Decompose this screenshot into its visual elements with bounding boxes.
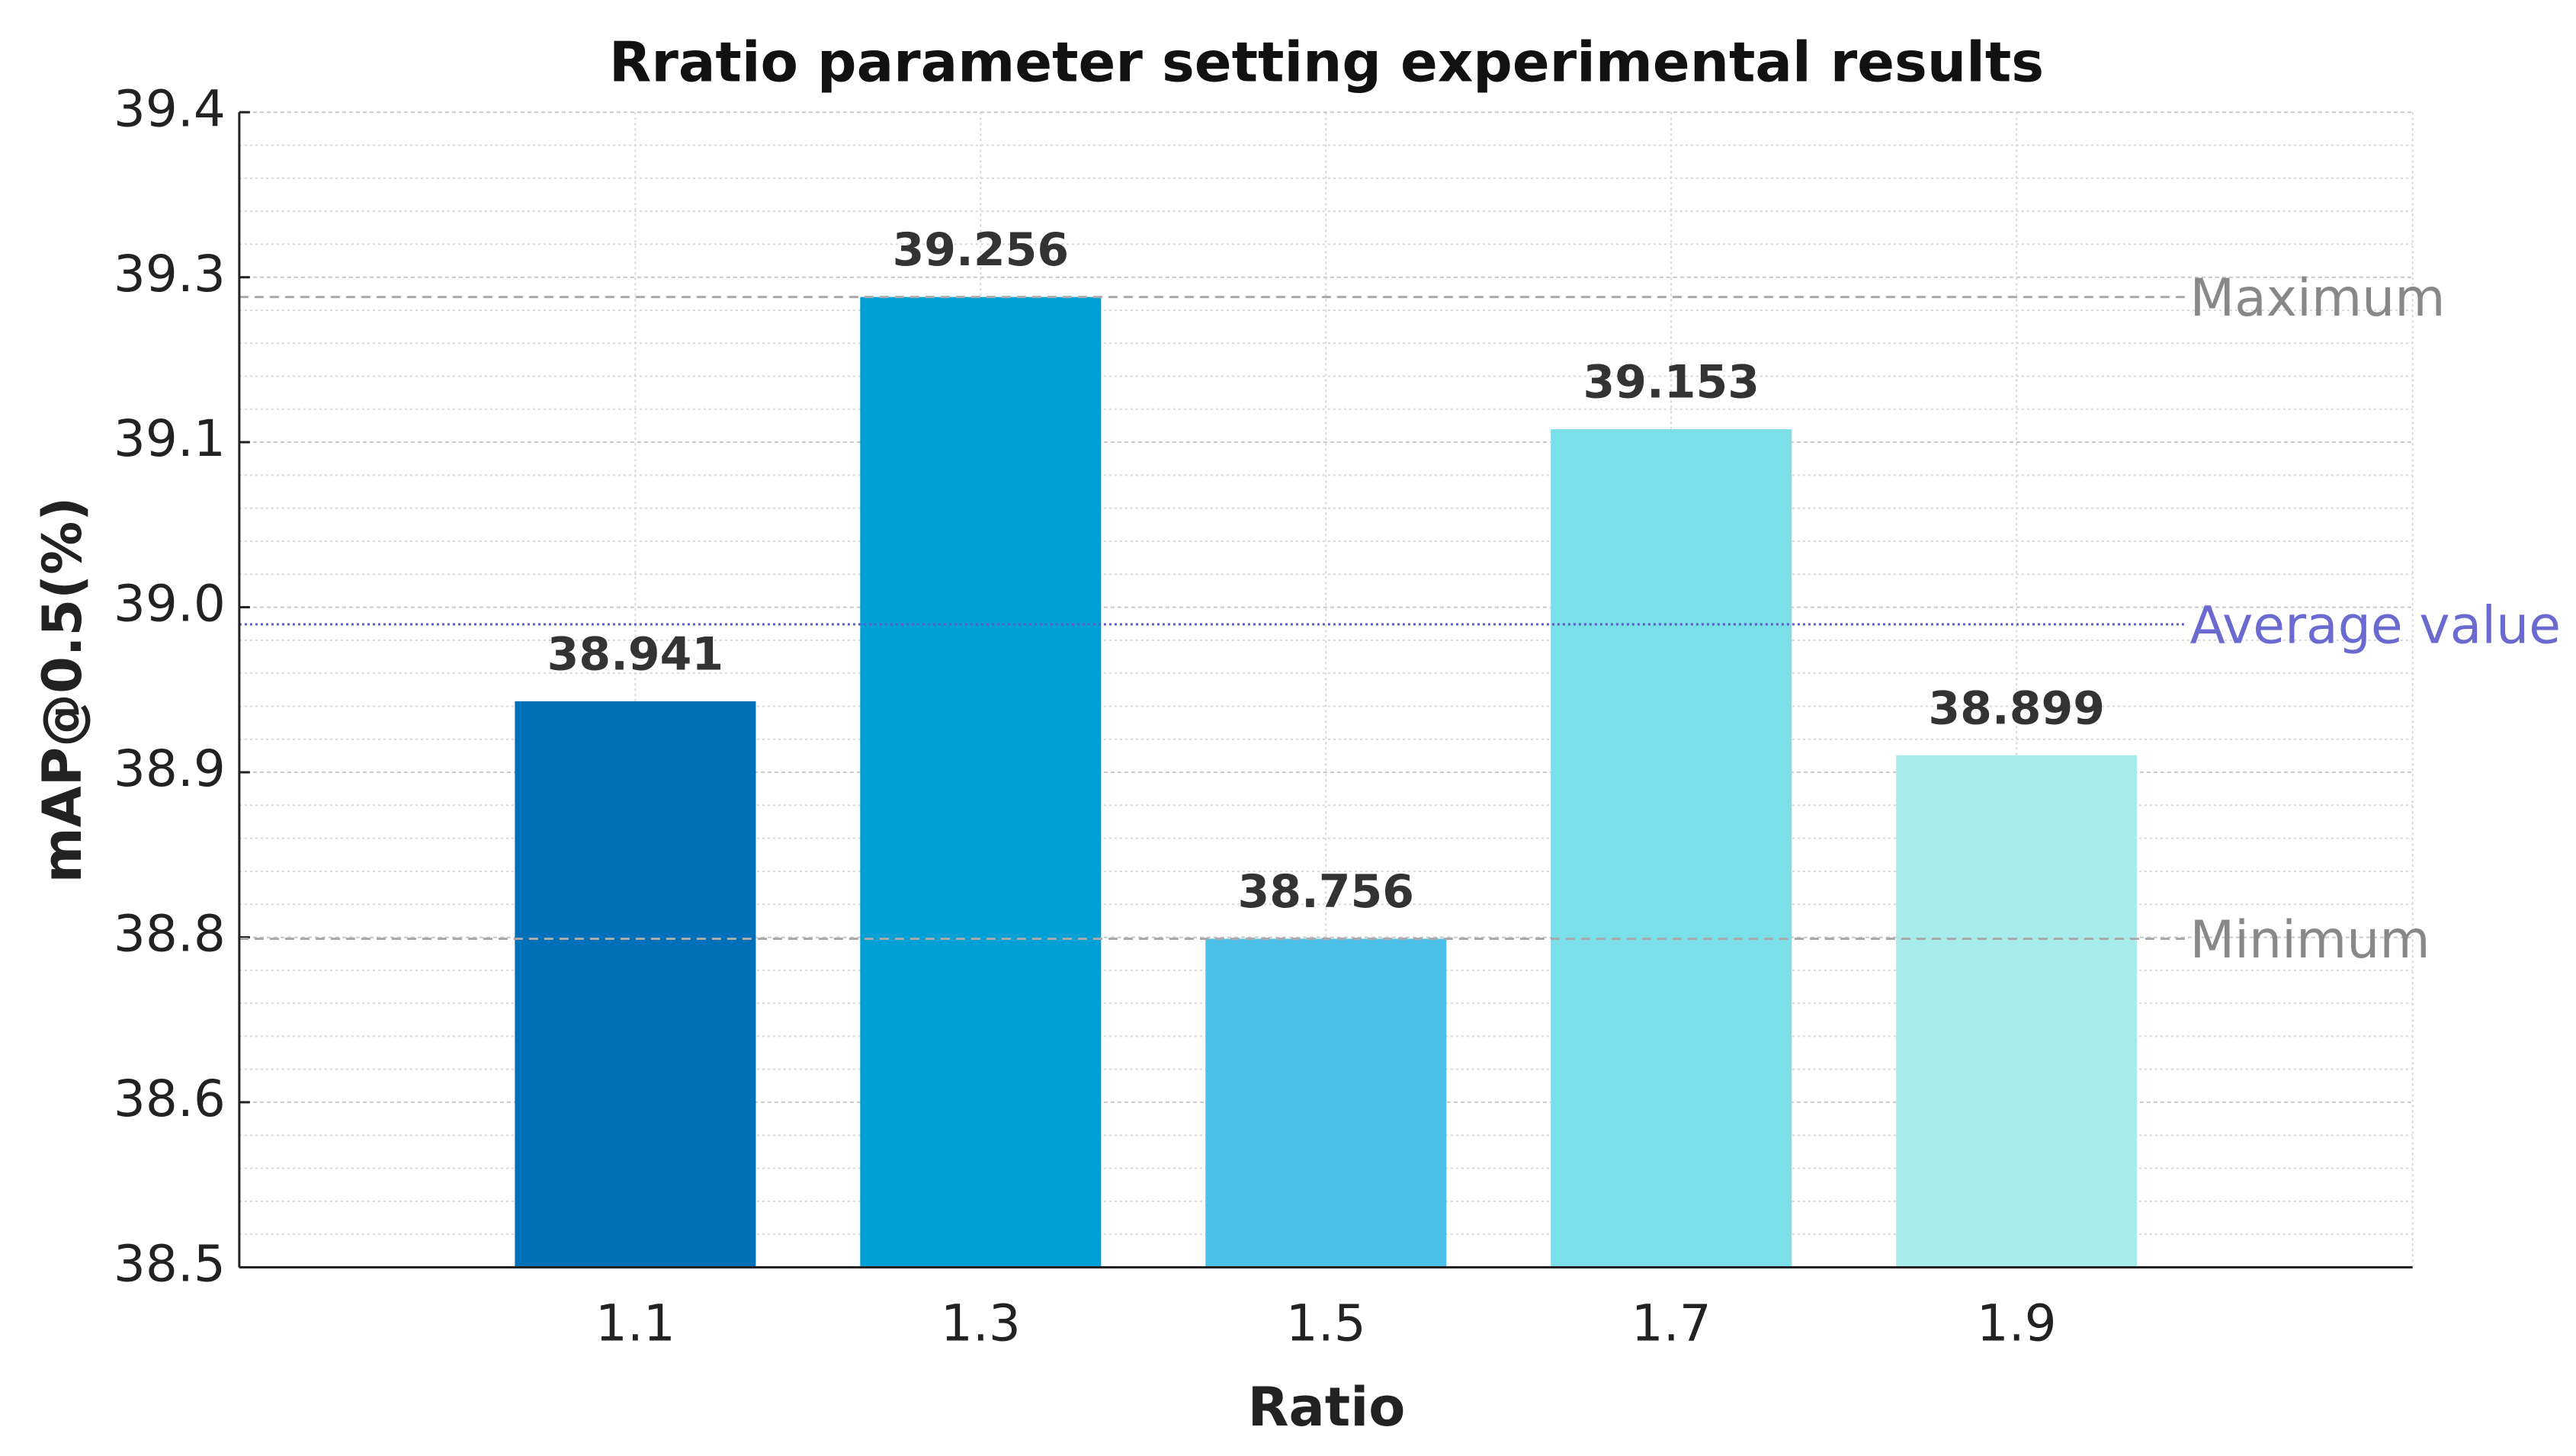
y-tick-label: 39.3 [114,245,226,303]
data-label: 38.899 [1928,681,2105,735]
data-label: 38.941 [547,628,724,681]
x-tick-label: 1.9 [1977,1294,2057,1353]
y-tick-label: 39.4 [114,79,226,138]
x-tick-label: 1.1 [595,1294,675,1353]
y-tick-label: 39.0 [114,575,226,633]
bar [515,701,756,1268]
bar [1205,938,1447,1268]
reference-label: Minimum [2189,910,2430,970]
x-tick-label: 1.3 [941,1294,1021,1353]
reference-label: Average value [2189,596,2561,656]
x-tick-label: 1.5 [1286,1294,1366,1353]
y-tick-label: 38.8 [114,905,226,964]
reference-label: Maximum [2189,268,2445,329]
y-tick-label: 38.6 [114,1070,226,1128]
y-tick-label: 38.9 [114,739,226,798]
bar [1551,429,1792,1268]
y-tick-label: 38.5 [114,1235,226,1294]
y-axis-label: mAP@0.5(%) [31,497,94,884]
x-tick-label: 1.7 [1631,1294,1711,1353]
data-label: 38.756 [1238,865,1415,919]
y-tick-label: 39.1 [114,409,226,468]
x-axis-label: Ratio [1248,1376,1406,1438]
bar [860,297,1102,1268]
data-label: 39.153 [1583,356,1760,409]
bar [1896,755,2138,1268]
chart-title: Rratio parameter setting experimental re… [609,30,2044,95]
data-label: 39.256 [893,223,1070,277]
